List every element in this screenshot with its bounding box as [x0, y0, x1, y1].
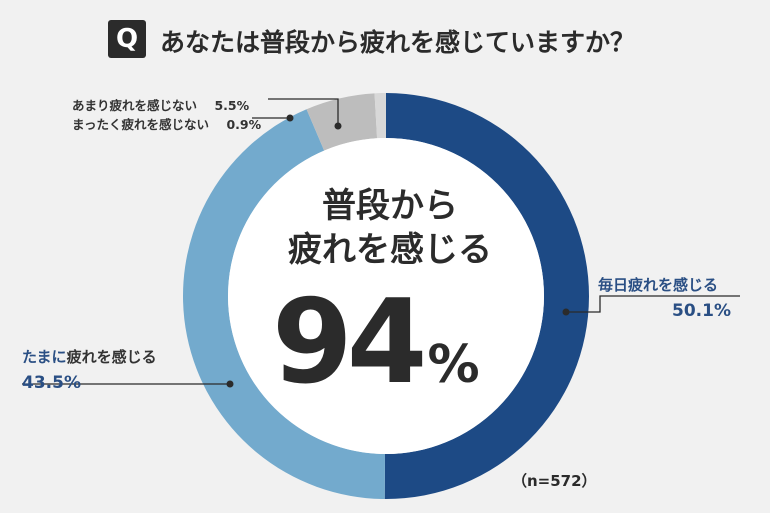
- question-badge: Q: [108, 20, 146, 58]
- slice-sometimes: [182, 109, 386, 499]
- center-value: 94 %: [272, 283, 480, 403]
- center-line2: 疲れを感じる: [288, 230, 492, 270]
- dot-rarely: [334, 122, 342, 130]
- center-line1: 普段から: [322, 186, 458, 226]
- label-sometimes-value: 43.5%: [22, 373, 81, 393]
- label-rarely: あまり疲れを感じない 5.5%: [72, 95, 249, 114]
- slice-every-day: [384, 93, 589, 499]
- label-every-day-value: 50.1%: [672, 301, 731, 321]
- center-value-number: 94: [272, 275, 427, 410]
- slice-never: [374, 93, 386, 139]
- dot-never: [286, 114, 294, 122]
- donut-hole: [228, 138, 544, 454]
- dot-sometimes: [226, 380, 234, 388]
- label-never: まったく疲れを感じない 0.9%: [72, 114, 261, 133]
- center-value-unit: %: [427, 335, 480, 395]
- label-sometimes-prefix: たまに: [22, 348, 67, 366]
- label-every-day-name: 毎日疲れを感じる: [598, 276, 719, 294]
- label-rarely-value: 5.5%: [214, 98, 250, 113]
- leader-rarely: [268, 98, 339, 126]
- label-never-value: 0.9%: [226, 117, 262, 132]
- sample-size: （n=572）: [512, 472, 597, 490]
- slice-rarely: [306, 93, 378, 151]
- question-title: あなたは普段から疲れを感じていますか？: [160, 28, 636, 57]
- label-sometimes: たまに疲れを感じる: [22, 346, 157, 367]
- label-sometimes-name: 疲れを感じる: [66, 348, 157, 366]
- label-rarely-name: あまり疲れを感じない: [72, 98, 198, 113]
- label-never-name: まったく疲れを感じない: [72, 117, 210, 132]
- dot-every-day: [562, 308, 570, 316]
- leader-every-day: [566, 295, 740, 313]
- center-text: 普段から 疲れを感じる: [240, 184, 540, 272]
